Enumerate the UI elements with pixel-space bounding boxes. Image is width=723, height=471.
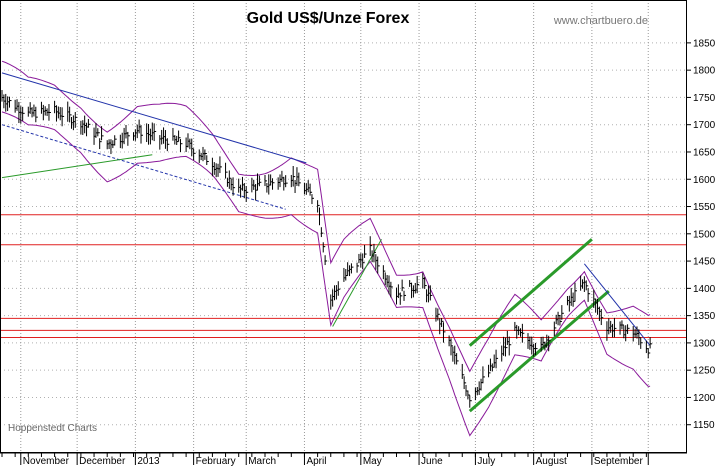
y-tick-label: 1150 bbox=[693, 420, 715, 431]
x-tick-label: August bbox=[536, 456, 567, 466]
chart-title: Gold US$/Unze Forex bbox=[247, 10, 410, 27]
support-line bbox=[1, 154, 153, 179]
x-tick-label: November bbox=[23, 456, 70, 466]
source-watermark: www.chartbuero.de bbox=[553, 15, 648, 27]
y-tick-label: 1550 bbox=[693, 202, 716, 213]
channel-upper-line bbox=[468, 238, 593, 347]
y-tick-label: 1200 bbox=[693, 393, 716, 404]
y-tick-label: 1650 bbox=[693, 147, 716, 158]
x-tick-label: 2013 bbox=[137, 456, 160, 466]
y-tick-label: 1750 bbox=[693, 93, 716, 104]
x-tick-label: May bbox=[363, 456, 382, 466]
y-tick-label: 1450 bbox=[693, 257, 716, 268]
y-tick-label: 1500 bbox=[693, 229, 716, 240]
x-tick-label: September bbox=[594, 456, 644, 466]
y-tick-label: 1350 bbox=[693, 311, 716, 322]
x-tick-label: July bbox=[477, 456, 495, 466]
x-tick-label: June bbox=[421, 456, 443, 466]
y-tick-label: 1850 bbox=[693, 38, 716, 49]
bollinger-upper-band bbox=[1, 60, 651, 373]
downtrend-support-line bbox=[1, 124, 286, 210]
x-tick-label: February bbox=[196, 456, 236, 466]
y-tick-label: 1800 bbox=[693, 66, 716, 77]
bollinger-lower-band bbox=[1, 111, 651, 437]
y-tick-label: 1400 bbox=[693, 284, 716, 295]
y-tick-label: 1700 bbox=[693, 120, 716, 131]
channel-lower-line bbox=[468, 289, 610, 413]
y-tick-label: 1600 bbox=[693, 175, 716, 186]
downtrend-line bbox=[1, 72, 307, 164]
rally-trend-line bbox=[332, 239, 382, 327]
y-tick-label: 1300 bbox=[693, 338, 716, 349]
x-tick-label: December bbox=[79, 456, 126, 466]
footer-credit: Hoppenstedt Charts bbox=[8, 423, 97, 434]
x-tick-label: April bbox=[306, 456, 326, 466]
y-tick-label: 1250 bbox=[693, 366, 716, 377]
x-tick-label: March bbox=[248, 456, 276, 466]
